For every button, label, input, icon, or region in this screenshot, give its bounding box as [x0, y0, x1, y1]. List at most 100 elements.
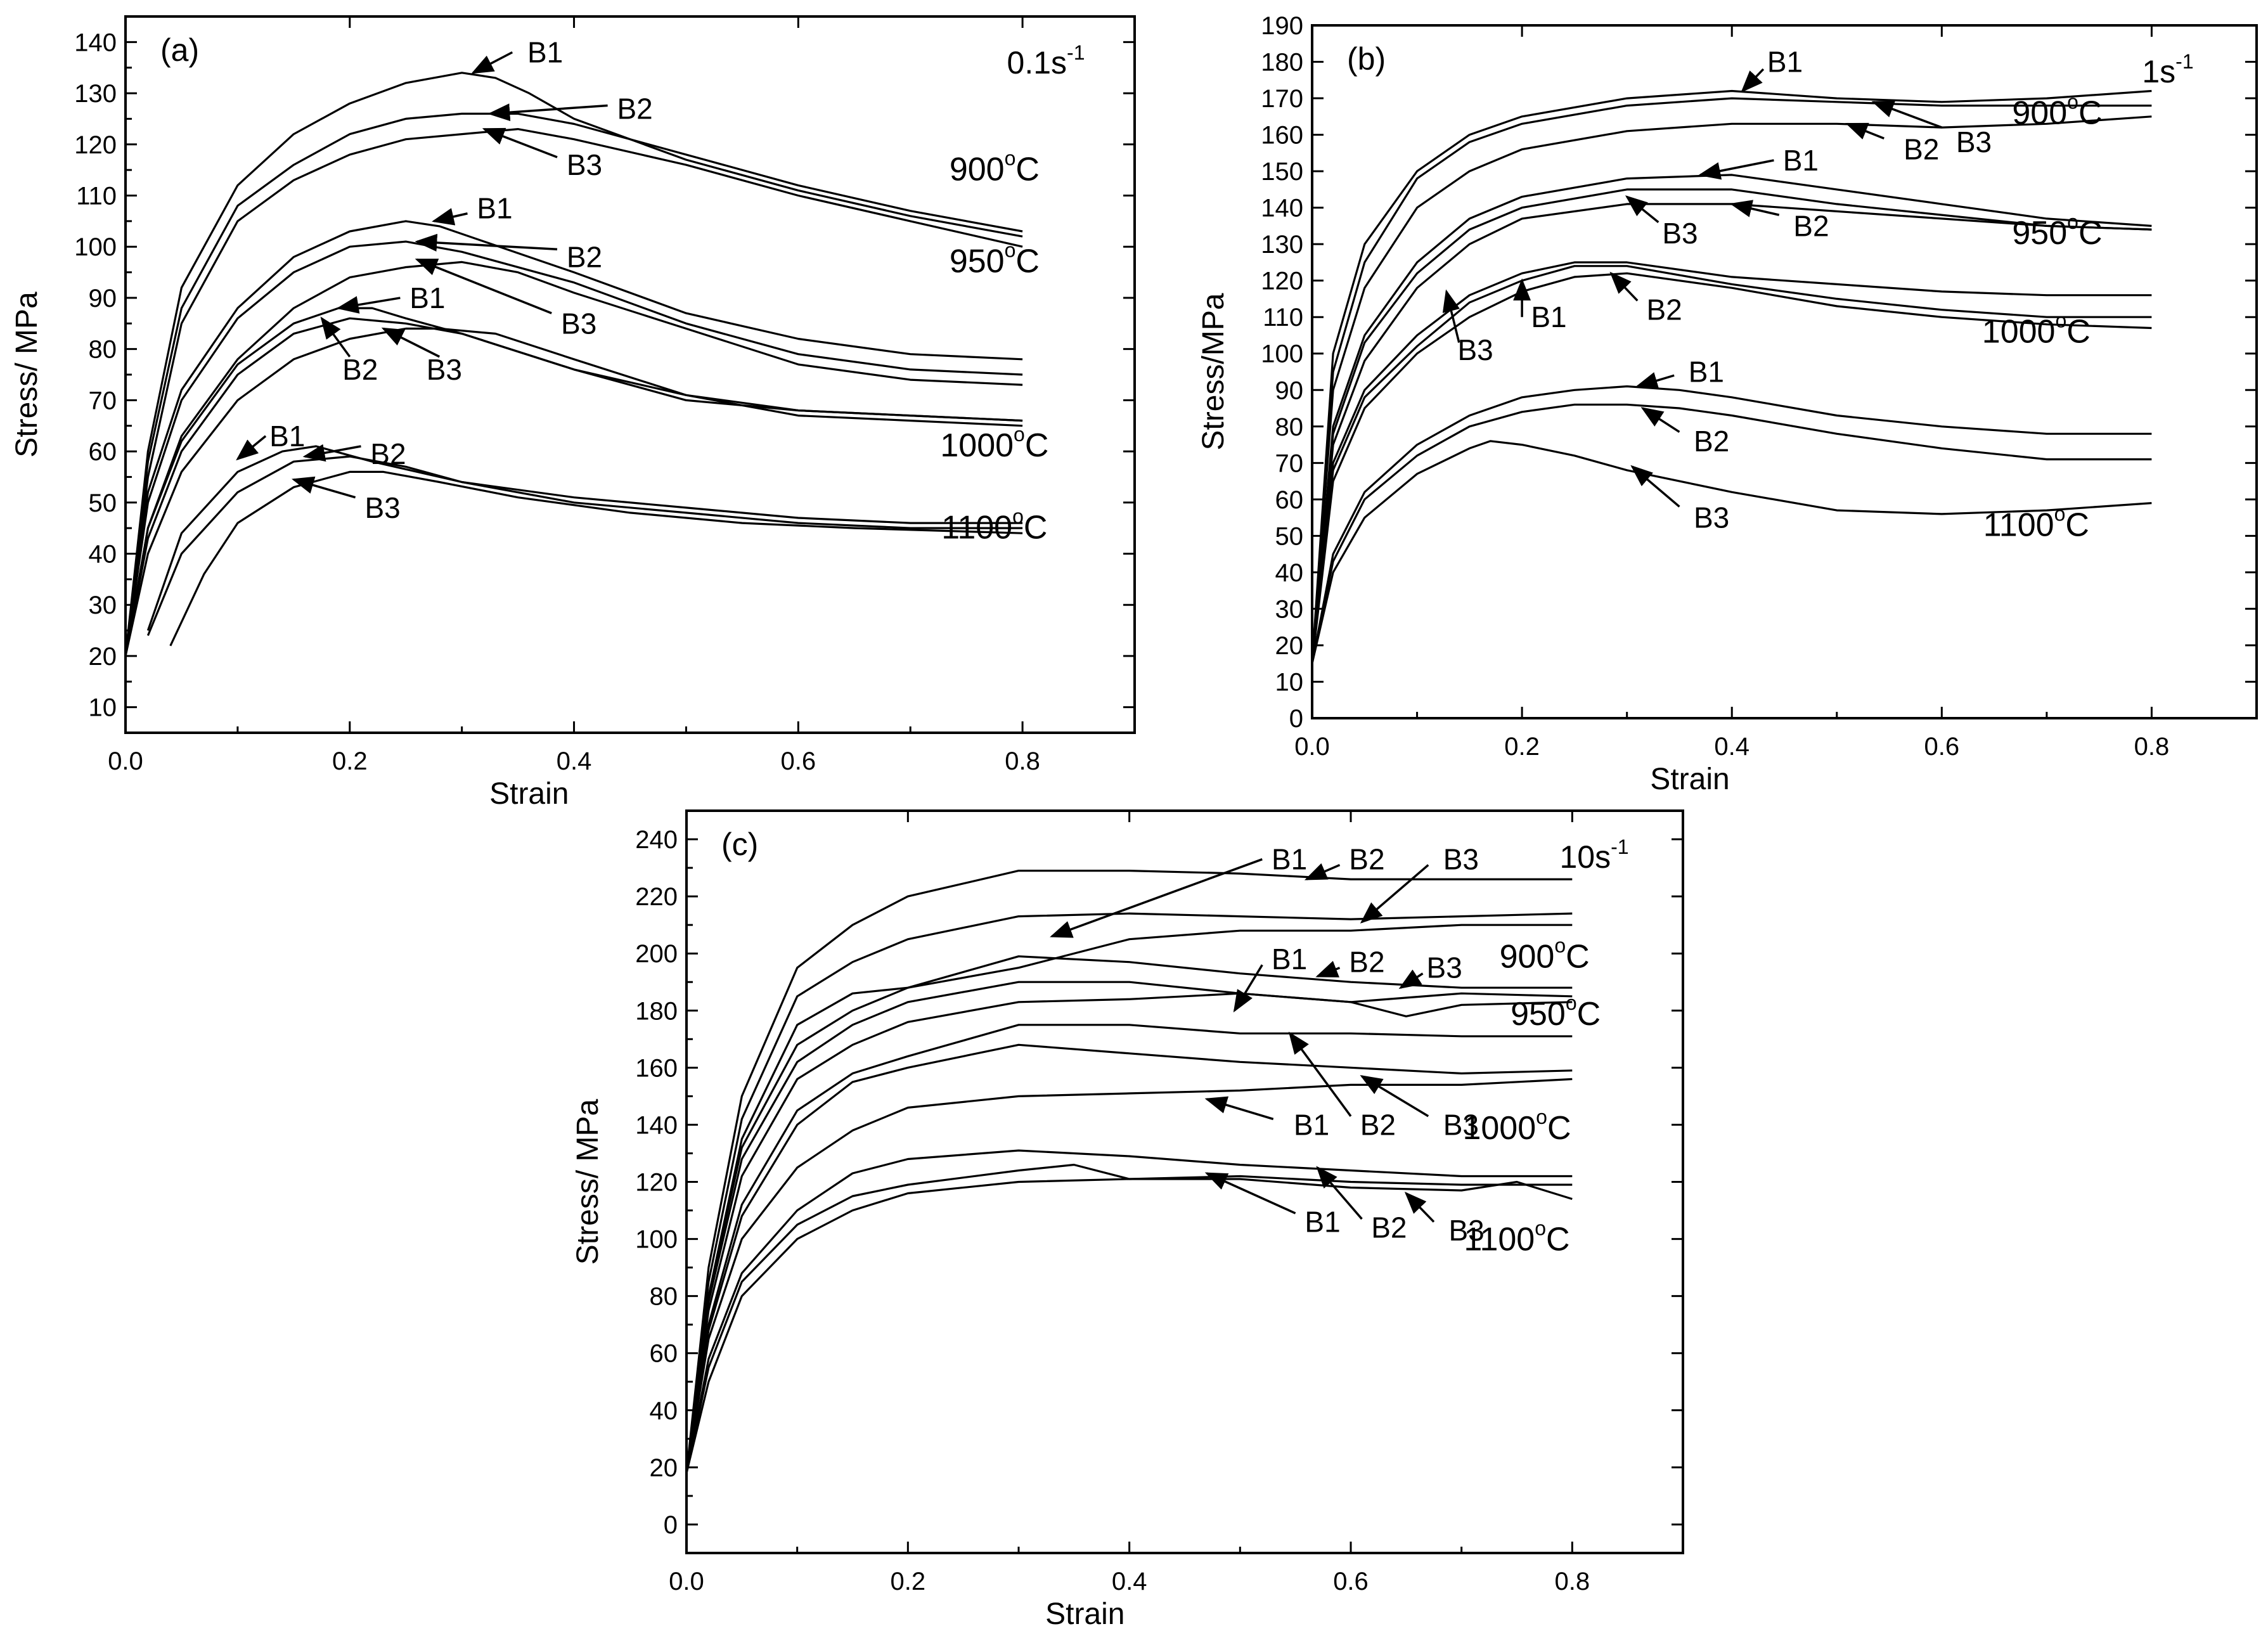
- panel-a-curve-900-c-b1: [124, 72, 1023, 657]
- panel-a-strain-rate-label: 0.1s-1: [1007, 41, 1085, 81]
- panel-a-curve-950-c-b2: [124, 240, 1023, 657]
- panel-a-y-tick-label: 80: [89, 336, 117, 364]
- panel-b-x-tick-label: 0.6: [1924, 733, 1960, 761]
- panel-c-annotation-arrow: [1316, 1166, 1363, 1220]
- panel-a-annotation-arrow: [291, 476, 356, 499]
- panel-a-temperature-unit: C: [1015, 243, 1040, 280]
- panel-b-annotation-label: B2: [1793, 209, 1829, 242]
- panel-c-degree-sign: o: [1554, 934, 1566, 957]
- panel-c-y-tick-label: 40: [650, 1397, 678, 1425]
- panel-b-temperature-value: 900: [2012, 94, 2067, 131]
- panel-b-annotation-arrow: [1871, 100, 1942, 129]
- panel-c-x-tick-label: 0.8: [1555, 1568, 1590, 1595]
- panel-c-annotation-label: B2: [1371, 1211, 1407, 1244]
- panel-a-annotation-label: B2: [617, 92, 652, 125]
- panel-c-annotation-arrow: [1233, 964, 1263, 1013]
- panel-c-degree-sign: o: [1536, 1105, 1547, 1128]
- panel-b-plot-frame: [1311, 24, 2258, 719]
- panel-b-annotation-arrow: [1741, 68, 1765, 93]
- panel-a-x-axis-label: Strain: [489, 777, 569, 811]
- panel-c-annotation-label: B3: [1443, 843, 1479, 876]
- panel-b-curve-950-c-b3: [1311, 203, 2152, 664]
- panel-b-curve-1100-c-b2: [1311, 403, 2152, 664]
- panel-c-curve-950-c-b3: [685, 992, 1573, 1474]
- panel-c-curve-950-c-b2: [685, 981, 1573, 1474]
- panel-b-y-tick-label: 170: [1261, 85, 1303, 113]
- panel-c-x-tick-label: 0.0: [669, 1568, 704, 1595]
- panel-b-strain-rate-value: 1s: [2142, 54, 2175, 89]
- panel-c-curve-950-c-b1: [685, 955, 1573, 1474]
- panel-b-x-tick-label: 0.0: [1294, 733, 1330, 761]
- panel-c-y-tick-label: 100: [635, 1226, 678, 1254]
- panel-b-temperature-label: 950oC: [2012, 210, 2102, 252]
- panel-b-x-axis-label: Strain: [1650, 763, 1729, 796]
- panel-b-temperature-label: 900oC: [2012, 90, 2102, 131]
- panel-b-curve-900-c-b2: [1311, 97, 2152, 664]
- panel-b-temperature-unit: C: [2078, 215, 2103, 252]
- panel-b-annotation-arrow: [1640, 407, 1680, 433]
- panel-a-temperature-unit: C: [1015, 151, 1040, 188]
- panel-a-x-tick-label: 0.0: [108, 747, 143, 775]
- panel-a-annotation-label: B3: [567, 148, 602, 181]
- panel-a-temperature-unit: C: [1024, 509, 1048, 546]
- panel-a-x-tick-label: 0.8: [1005, 747, 1040, 775]
- panel-c-temperature-label: 950oC: [1511, 991, 1601, 1033]
- panel-b-annotation-arrow: [1625, 195, 1659, 224]
- panel-a-temperature-label: 1000oC: [940, 423, 1048, 464]
- panel-b-curve-900-c-b1: [1311, 89, 2152, 664]
- panel-a-x-tick-label: 0.6: [781, 747, 816, 775]
- panel-b-annotation-arrow: [1442, 289, 1460, 343]
- panel-c-temperature-value: 1100: [1464, 1221, 1535, 1258]
- panel-b-temperature-unit: C: [2065, 506, 2089, 543]
- panel-b-temperature-label: 1000oC: [1982, 309, 2091, 350]
- panel-a-annotation-arrow: [236, 435, 267, 461]
- panel-b-curve-900-c-b3: [1311, 115, 2152, 664]
- panel-c-annotation-label: B2: [1360, 1108, 1396, 1141]
- panel-b-annotation-label: B1: [1531, 300, 1566, 333]
- panel-c-annotation-arrow: [1398, 969, 1424, 989]
- panel-a-y-tick-label: 140: [74, 29, 117, 56]
- panel-c-temperature-unit: C: [1566, 939, 1590, 976]
- panel-b-annotation-label: B3: [1662, 217, 1698, 250]
- panel-b-y-tick-label: 50: [1275, 522, 1304, 550]
- panel-c-x-axis-label: Strain: [1045, 1597, 1124, 1631]
- panel-c-curve-1100-c-b3: [685, 1178, 1573, 1474]
- panel-c-label: (c): [721, 827, 758, 862]
- panel-a-y-tick-label: 50: [89, 489, 117, 517]
- panel-c-y-tick-label: 80: [650, 1283, 678, 1311]
- panel-c-curve-900-c-b1: [685, 870, 1573, 1474]
- panel-b-y-tick-label: 90: [1275, 377, 1304, 404]
- panel-a-annotation-arrow: [415, 233, 558, 252]
- panel-b-y-tick-label: 100: [1261, 340, 1303, 368]
- panel-a-annotation-arrow: [432, 208, 468, 226]
- panel-a-temperature-value: 950: [950, 243, 1005, 280]
- panel-b-strain-rate-label: 1s-1: [2142, 50, 2193, 89]
- panel-b-y-tick-label: 160: [1261, 122, 1303, 150]
- panel-a-strain-rate-exponent: -1: [1067, 41, 1085, 64]
- panel-b-y-tick-label: 150: [1261, 158, 1303, 186]
- panel-c-y-axis-label: Stress/ MPa: [571, 1099, 605, 1265]
- panel-c-y-tick-label: 60: [650, 1340, 678, 1368]
- panel-b-annotation-arrow: [1845, 122, 1885, 139]
- panel-a-annotation-arrow: [336, 296, 401, 314]
- panel-a-annotation-arrow: [471, 51, 513, 74]
- panel-c-y-tick-label: 140: [635, 1111, 678, 1139]
- panel-c-curve-900-c-b3: [685, 924, 1573, 1474]
- panel-c-annotation-arrow: [1204, 1096, 1274, 1121]
- panel-c-curve-1100-c-b2: [685, 1163, 1573, 1474]
- panel-a-stress-strain-0.1: 0.0 0.2 0.4 0.6 0.8 10 20 30 40 50 60 70 80 90 100 110 1…: [10, 15, 1136, 811]
- panel-b-annotation-arrow: [1729, 200, 1780, 217]
- panel-c-degree-sign: o: [1535, 1217, 1546, 1240]
- panel-a-temperature-value: 1000: [940, 427, 1014, 464]
- panel-a-y-tick-label: 40: [89, 541, 117, 569]
- panel-b-y-tick-label: 180: [1261, 49, 1303, 77]
- panel-a-annotation-arrow: [320, 316, 351, 358]
- panel-c-annotation-label: B3: [1443, 1108, 1479, 1141]
- panel-b-annotation-arrow: [1609, 271, 1639, 302]
- panel-c-strain-rate-exponent: -1: [1611, 835, 1628, 858]
- panel-c-y-tick-label: 240: [635, 826, 678, 854]
- panel-c-temperature-label: 1000oC: [1462, 1105, 1571, 1147]
- panel-a-y-tick-label: 130: [74, 80, 117, 108]
- panel-b-y-tick-label: 120: [1261, 267, 1303, 295]
- panel-c-x-tick-label: 0.4: [1112, 1568, 1147, 1595]
